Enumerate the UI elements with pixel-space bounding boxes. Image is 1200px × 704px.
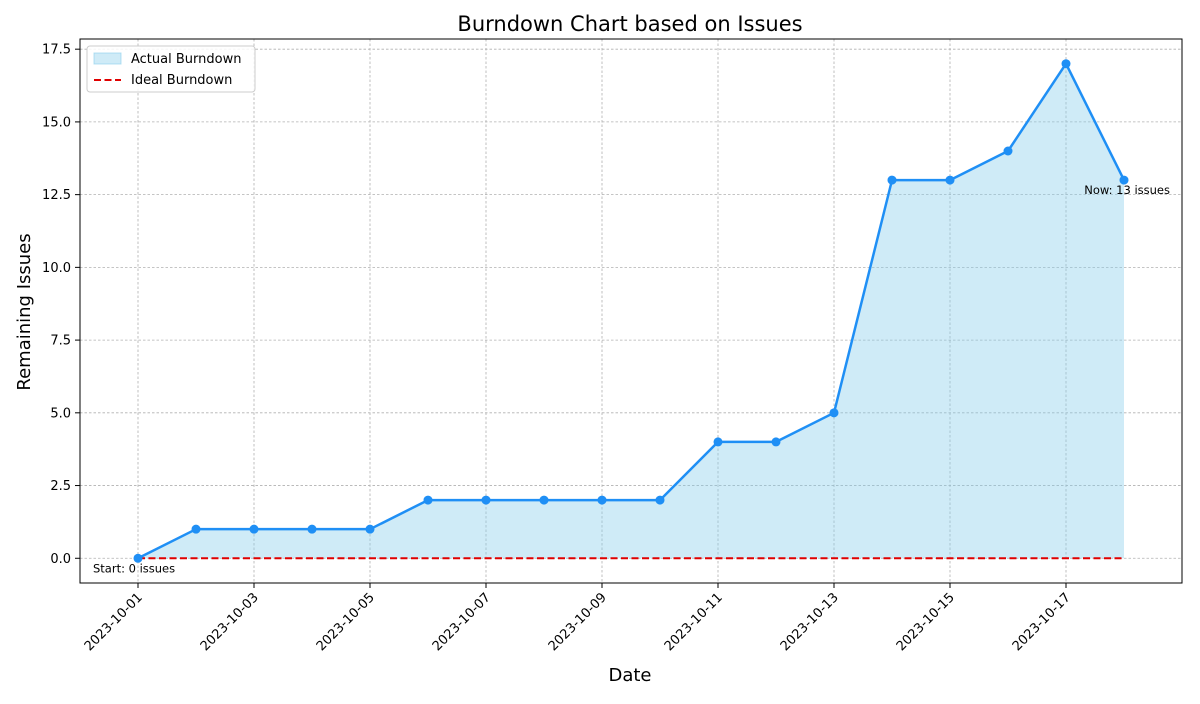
actual-burndown-point [133,553,143,563]
x-tick-label: 2023-10-09 [546,590,610,654]
actual-burndown-point [597,495,607,505]
actual-burndown-point [771,437,781,447]
annotations-layer: Start: 0 issues Now: 13 issues [93,183,1170,575]
x-tick-label: 2023-10-03 [198,590,262,654]
y-tick-label: 0.0 [50,552,71,567]
legend-swatch-actual [93,52,122,65]
actual-burndown-point [365,524,375,534]
actual-burndown-point [655,495,665,505]
actual-burndown-area [138,63,1124,559]
line-layer [133,59,1129,563]
area-layer [138,63,1124,559]
actual-burndown-point [1119,175,1129,185]
legend-label-ideal: Ideal Burndown [131,73,232,88]
y-tick-label: 10.0 [42,261,71,276]
y-axis-label: Remaining Issues [14,233,35,390]
legend: Actual Burndown Ideal Burndown [86,45,256,93]
actual-burndown-point [1003,146,1013,156]
actual-burndown-point [1061,59,1071,69]
actual-burndown-point [249,524,259,534]
legend-label-actual: Actual Burndown [131,52,241,67]
x-tick-label: 2023-10-01 [82,590,146,654]
y-tick-label: 7.5 [50,334,71,349]
y-tick-label: 5.0 [50,406,71,421]
actual-burndown-point [829,408,839,418]
legend-box [86,45,256,93]
y-tick-label: 2.5 [50,479,71,494]
actual-burndown-line [137,62,1126,560]
actual-burndown-point [307,524,317,534]
chart-title: Burndown Chart based on Issues [457,12,802,36]
actual-burndown-point [713,437,723,447]
annotation-start: Start: 0 issues [93,561,175,575]
actual-burndown-point [191,524,201,534]
x-tick-label: 2023-10-13 [778,590,842,654]
annotation-now: Now: 13 issues [1084,183,1170,197]
axes-frame [79,38,1183,584]
actual-burndown-point [481,495,491,505]
y-tick-label: 17.5 [42,43,71,58]
grid-layer [80,39,1182,583]
actual-burndown-point [539,495,549,505]
axes-layer [79,38,1183,584]
x-tick-label: 2023-10-07 [430,590,494,654]
x-tick-label: 2023-10-15 [894,590,958,654]
actual-burndown-point [423,495,433,505]
x-tick-label: 2023-10-17 [1010,590,1074,654]
y-tick-label: 12.5 [42,188,71,203]
x-tick-label: 2023-10-11 [662,590,726,654]
x-tick-label: 2023-10-05 [314,590,378,654]
actual-burndown-point [945,175,955,185]
actual-burndown-point [887,175,897,185]
x-axis-label: Date [608,665,651,686]
y-tick-label: 15.0 [42,115,71,130]
